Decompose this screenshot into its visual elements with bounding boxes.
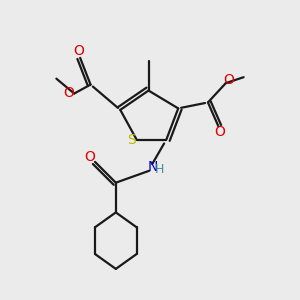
Text: H: H <box>155 163 164 176</box>
Text: O: O <box>63 86 74 100</box>
Text: S: S <box>127 133 136 147</box>
Text: O: O <box>73 44 84 58</box>
Text: N: N <box>148 160 158 174</box>
Text: O: O <box>214 125 225 139</box>
Text: O: O <box>223 73 234 87</box>
Text: O: O <box>84 149 95 164</box>
